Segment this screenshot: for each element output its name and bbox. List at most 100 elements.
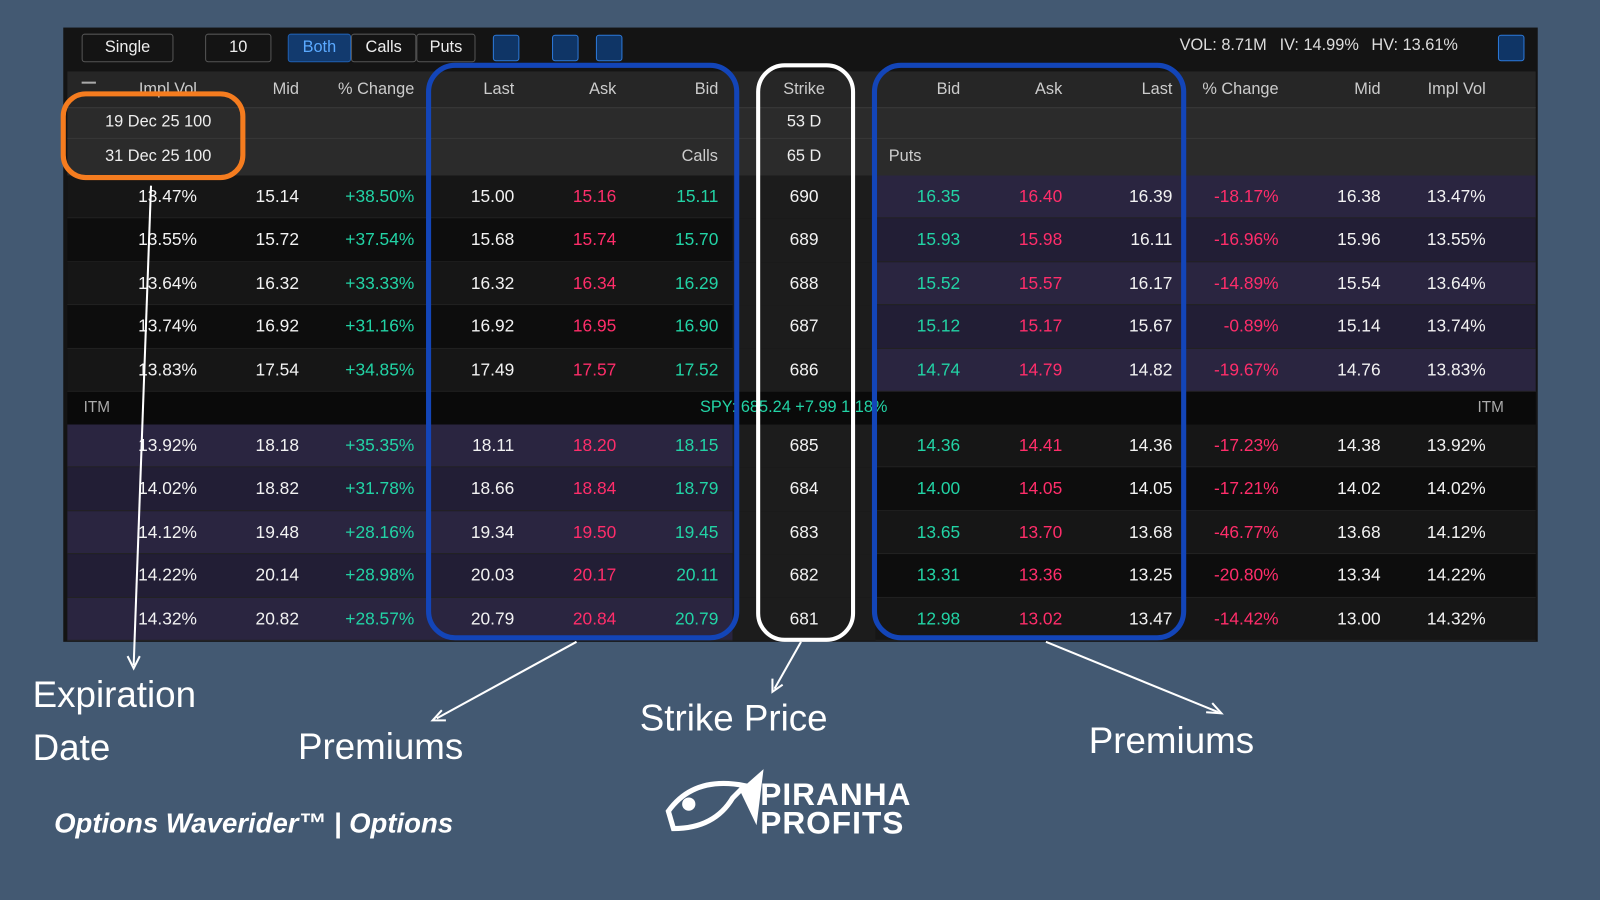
option-cell[interactable]: 687	[789, 316, 819, 336]
option-cell[interactable]: 16.39	[1129, 186, 1173, 207]
option-cell[interactable]: +33.33%	[345, 273, 415, 293]
option-cell[interactable]: -0.89%	[1223, 316, 1279, 336]
mode-select[interactable]: Single	[81, 33, 174, 63]
option-cell[interactable]: 13.68	[1337, 522, 1381, 542]
option-cell[interactable]: 18.79	[674, 478, 719, 499]
option-cell[interactable]: 14.79	[1018, 359, 1063, 380]
option-cell[interactable]: -14.42%	[1213, 608, 1279, 629]
option-cell[interactable]: 20.79	[470, 608, 515, 629]
option-cell[interactable]: 16.32	[255, 273, 299, 293]
option-cell[interactable]: 15.70	[674, 229, 719, 250]
option-cell[interactable]: 19.48	[255, 522, 299, 542]
split-icon[interactable]	[552, 34, 579, 62]
option-cell[interactable]: 13.74%	[1426, 316, 1486, 336]
option-cell[interactable]: +31.78%	[345, 478, 415, 499]
option-cell[interactable]: 13.47	[1129, 608, 1173, 629]
option-cell[interactable]: 14.22%	[1426, 565, 1486, 585]
option-cell[interactable]: 13.65	[916, 522, 961, 542]
option-cell[interactable]: 18.11	[472, 435, 515, 456]
option-cell[interactable]: 16.11	[1130, 229, 1173, 250]
filter-button[interactable]: Puts	[416, 33, 476, 63]
option-cell[interactable]: 13.36	[1018, 565, 1063, 585]
option-cell[interactable]: 17.57	[572, 359, 617, 380]
option-cell[interactable]: 13.25	[1129, 565, 1173, 585]
option-cell[interactable]: 14.05	[1129, 478, 1173, 499]
option-cell[interactable]: 16.90	[674, 316, 719, 336]
option-cell[interactable]: 13.55%	[138, 229, 197, 250]
option-cell[interactable]: 16.92	[470, 316, 515, 336]
option-cell[interactable]: 15.14	[1337, 316, 1381, 336]
option-cell[interactable]: +34.85%	[345, 359, 415, 380]
option-cell[interactable]: 15.00	[470, 186, 515, 207]
option-cell[interactable]: 20.17	[572, 565, 617, 585]
option-cell[interactable]: 16.35	[916, 186, 961, 207]
option-cell[interactable]: 20.82	[255, 608, 299, 629]
option-cell[interactable]: 18.15	[674, 435, 719, 456]
option-cell[interactable]: 12.98	[916, 608, 961, 629]
option-cell[interactable]: 15.98	[1018, 229, 1063, 250]
option-cell[interactable]: -17.21%	[1213, 478, 1279, 499]
option-cell[interactable]: 682	[789, 565, 819, 585]
option-cell[interactable]: 15.54	[1337, 273, 1381, 293]
option-cell[interactable]: 16.29	[674, 273, 719, 293]
option-cell[interactable]: 13.92%	[1426, 435, 1486, 456]
option-cell[interactable]: 15.12	[916, 316, 961, 336]
option-cell[interactable]: 689	[789, 229, 819, 250]
option-cell[interactable]: 14.22%	[138, 565, 197, 585]
option-cell[interactable]: 16.92	[255, 316, 299, 336]
option-cell[interactable]: 681	[789, 608, 819, 629]
option-cell[interactable]: 15.52	[916, 273, 961, 293]
option-cell[interactable]: +28.98%	[345, 565, 415, 585]
option-cell[interactable]: -17.23%	[1213, 435, 1279, 456]
option-cell[interactable]: 16.32	[470, 273, 515, 293]
option-cell[interactable]: 690	[789, 186, 819, 207]
option-cell[interactable]: -19.67%	[1213, 359, 1279, 380]
option-cell[interactable]: 14.41	[1018, 435, 1063, 456]
clock-icon[interactable]	[1497, 34, 1525, 62]
option-cell[interactable]: 13.83%	[1426, 359, 1486, 380]
option-cell[interactable]: 20.79	[674, 608, 719, 629]
option-cell[interactable]: 14.36	[916, 435, 961, 456]
option-cell[interactable]: 14.82	[1129, 359, 1173, 380]
option-cell[interactable]: 13.64%	[138, 273, 197, 293]
option-cell[interactable]: 15.93	[916, 229, 961, 250]
option-cell[interactable]: +38.50%	[345, 186, 415, 207]
count-select[interactable]: 10	[205, 33, 272, 63]
option-cell[interactable]: 14.12%	[138, 522, 197, 542]
option-cell[interactable]: 15.96	[1337, 229, 1381, 250]
option-cell[interactable]: 19.34	[470, 522, 515, 542]
option-cell[interactable]: 20.14	[255, 565, 299, 585]
option-cell[interactable]: -46.77%	[1213, 522, 1279, 542]
option-cell[interactable]: 14.02%	[1426, 478, 1486, 499]
option-cell[interactable]: 19.50	[572, 522, 617, 542]
option-cell[interactable]: 13.34	[1337, 565, 1381, 585]
option-cell[interactable]: 18.82	[255, 478, 299, 499]
option-cell[interactable]: 14.76	[1337, 359, 1381, 380]
option-cell[interactable]: -20.80%	[1213, 565, 1279, 585]
option-cell[interactable]: 684	[789, 478, 819, 499]
option-cell[interactable]: 16.34	[572, 273, 617, 293]
option-cell[interactable]: 14.32%	[138, 608, 197, 629]
option-cell[interactable]: 13.47%	[138, 186, 197, 207]
option-cell[interactable]: 13.00	[1337, 608, 1381, 629]
option-cell[interactable]: 14.00	[916, 478, 961, 499]
option-cell[interactable]: 13.55%	[1426, 229, 1486, 250]
option-cell[interactable]: 20.03	[470, 565, 515, 585]
option-cell[interactable]: 19.45	[674, 522, 719, 542]
option-cell[interactable]: 16.38	[1337, 186, 1381, 207]
option-cell[interactable]: 15.74	[572, 229, 617, 250]
option-cell[interactable]: 13.70	[1018, 522, 1063, 542]
option-cell[interactable]: 14.36	[1129, 435, 1173, 456]
option-cell[interactable]: 14.02	[1337, 478, 1381, 499]
filter-button[interactable]: Calls	[351, 33, 417, 63]
option-cell[interactable]: 13.68	[1129, 522, 1173, 542]
option-cell[interactable]: 14.02%	[138, 478, 197, 499]
option-cell[interactable]: -18.17%	[1213, 186, 1279, 207]
option-cell[interactable]: 13.74%	[138, 316, 197, 336]
option-cell[interactable]: +31.16%	[345, 316, 415, 336]
option-cell[interactable]: 15.11	[676, 186, 719, 207]
option-cell[interactable]: -14.89%	[1213, 273, 1279, 293]
option-cell[interactable]: 17.52	[674, 359, 719, 380]
option-cell[interactable]: 685	[789, 435, 819, 456]
option-cell[interactable]: 17.49	[470, 359, 515, 380]
